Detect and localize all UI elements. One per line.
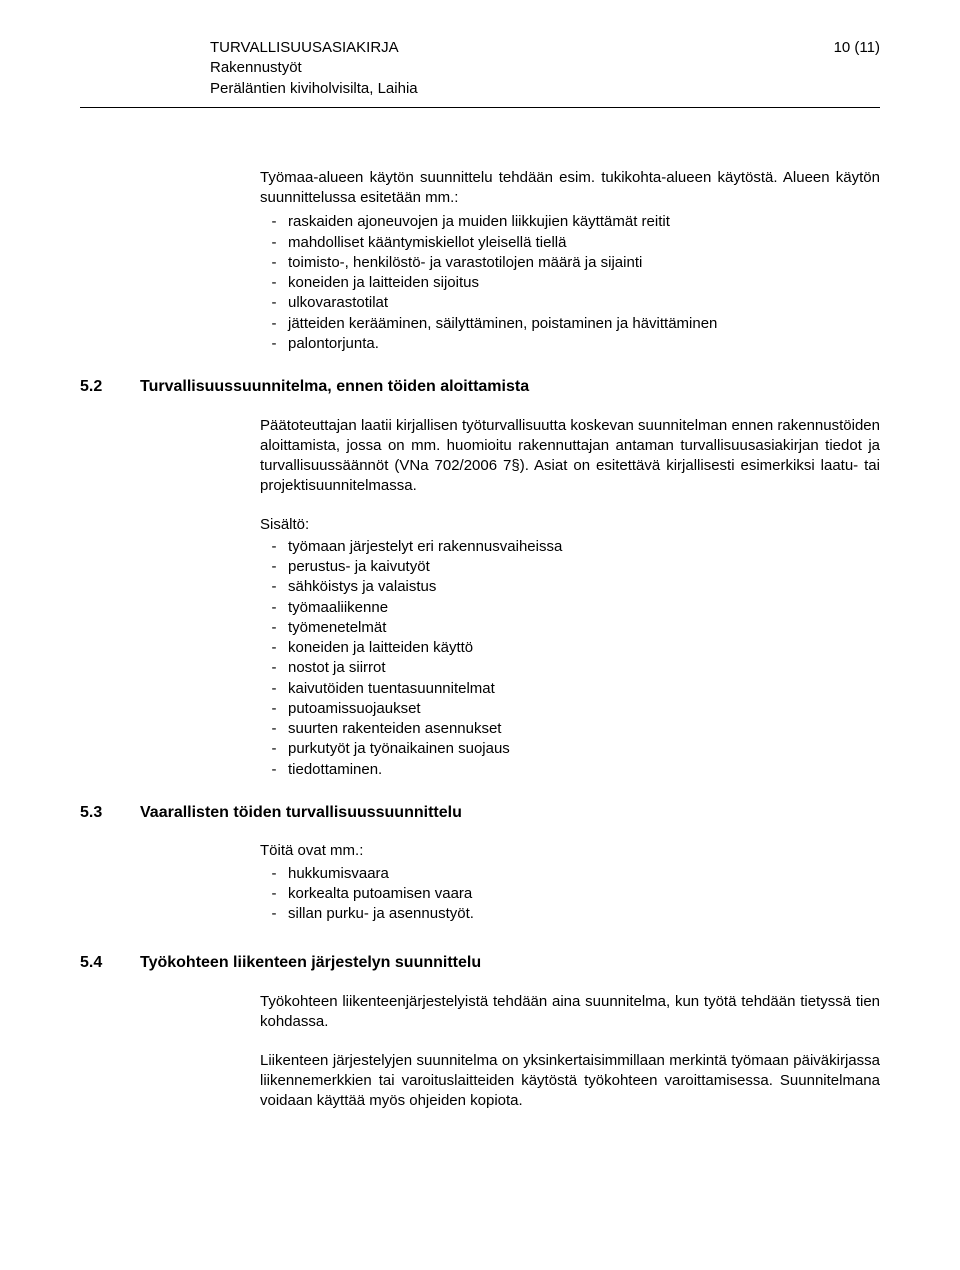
section-5-4-body: Työkohteen liikenteenjärjestelyistä tehd… <box>260 992 880 1111</box>
list-item-text: tiedottaminen. <box>288 760 880 780</box>
list-item: -työmaaliikenne <box>260 598 880 618</box>
section-5-3-heading: 5.3 Vaarallisten töiden turvallisuussuun… <box>80 802 880 824</box>
list-item-text: korkealta putoamisen vaara <box>288 884 880 904</box>
header-row: TURVALLISUUSASIAKIRJA 10 (11) <box>210 38 880 58</box>
bullet-dash: - <box>260 557 288 577</box>
list-item: -raskaiden ajoneuvojen ja muiden liikkuj… <box>260 212 880 232</box>
page-header: TURVALLISUUSASIAKIRJA 10 (11) Rakennusty… <box>210 38 880 99</box>
list-item: -purkutyöt ja työnaikainen suojaus <box>260 739 880 759</box>
list-item: -nostot ja siirrot <box>260 658 880 678</box>
doc-subtitle-1: Rakennustyöt <box>210 58 880 78</box>
list-item-text: suurten rakenteiden asennukset <box>288 719 880 739</box>
list-item-text: sähköistys ja valaistus <box>288 577 880 597</box>
bullet-dash: - <box>260 253 288 273</box>
bullet-dash: - <box>260 699 288 719</box>
bullet-dash: - <box>260 904 288 924</box>
list-item: -suurten rakenteiden asennukset <box>260 719 880 739</box>
list-item-text: palontorjunta. <box>288 334 880 354</box>
intro-paragraph: Työmaa-alueen käytön suunnittelu tehdään… <box>260 168 880 209</box>
document-page: TURVALLISUUSASIAKIRJA 10 (11) Rakennusty… <box>0 0 960 1183</box>
section-5-3-list-label: Töitä ovat mm.: <box>260 841 880 861</box>
header-divider <box>80 107 880 108</box>
section-title: Työkohteen liikenteen järjestelyn suunni… <box>140 952 481 974</box>
doc-subtitle-2: Peräläntien kiviholvisilta, Laihia <box>210 79 880 99</box>
section-title: Turvallisuussuunnitelma, ennen töiden al… <box>140 376 529 398</box>
doc-title: TURVALLISUUSASIAKIRJA <box>210 38 399 58</box>
page-number: 10 (11) <box>834 38 880 58</box>
bullet-dash: - <box>260 577 288 597</box>
list-item-text: työmaan järjestelyt eri rakennusvaiheiss… <box>288 537 880 557</box>
list-item-text: työmaaliikenne <box>288 598 880 618</box>
list-item-text: koneiden ja laitteiden käyttö <box>288 638 880 658</box>
bullet-dash: - <box>260 739 288 759</box>
bullet-dash: - <box>260 618 288 638</box>
section-5-2-list-label: Sisältö: <box>260 515 880 535</box>
section-5-2-list: -työmaan järjestelyt eri rakennusvaiheis… <box>260 537 880 780</box>
list-item: -mahdolliset kääntymiskiellot yleisellä … <box>260 233 880 253</box>
list-item-text: raskaiden ajoneuvojen ja muiden liikkuji… <box>288 212 880 232</box>
list-item: -putoamissuojaukset <box>260 699 880 719</box>
list-item-text: nostot ja siirrot <box>288 658 880 678</box>
bullet-dash: - <box>260 864 288 884</box>
bullet-dash: - <box>260 884 288 904</box>
list-item: -perustus- ja kaivutyöt <box>260 557 880 577</box>
bullet-dash: - <box>260 658 288 678</box>
list-item: -ulkovarastotilat <box>260 293 880 313</box>
bullet-dash: - <box>260 719 288 739</box>
section-5-4-paragraph-2: Liikenteen järjestelyjen suunnitelma on … <box>260 1051 880 1112</box>
section-number: 5.2 <box>80 376 140 398</box>
list-item: -työmenetelmät <box>260 618 880 638</box>
list-item: -tiedottaminen. <box>260 760 880 780</box>
bullet-dash: - <box>260 760 288 780</box>
bullet-dash: - <box>260 212 288 232</box>
list-item: -kaivutöiden tuentasuunnitelmat <box>260 679 880 699</box>
list-item-text: putoamissuojaukset <box>288 699 880 719</box>
list-item-text: jätteiden kerääminen, säilyttäminen, poi… <box>288 314 880 334</box>
list-item-text: ulkovarastotilat <box>288 293 880 313</box>
section-5-4-heading: 5.4 Työkohteen liikenteen järjestelyn su… <box>80 952 880 974</box>
intro-block: Työmaa-alueen käytön suunnittelu tehdään… <box>260 168 880 354</box>
list-item: -palontorjunta. <box>260 334 880 354</box>
list-item: -sähköistys ja valaistus <box>260 577 880 597</box>
section-5-3-list: -hukkumisvaara -korkealta putoamisen vaa… <box>260 864 880 925</box>
intro-list: -raskaiden ajoneuvojen ja muiden liikkuj… <box>260 212 880 354</box>
list-item-text: hukkumisvaara <box>288 864 880 884</box>
list-item: -hukkumisvaara <box>260 864 880 884</box>
bullet-dash: - <box>260 233 288 253</box>
section-5-2-paragraph: Päätoteuttajan laatii kirjallisen työtur… <box>260 416 880 497</box>
bullet-dash: - <box>260 314 288 334</box>
section-5-2-heading: 5.2 Turvallisuussuunnitelma, ennen töide… <box>80 376 880 398</box>
bullet-dash: - <box>260 334 288 354</box>
list-item: -toimisto-, henkilöstö- ja varastotiloje… <box>260 253 880 273</box>
list-item: -koneiden ja laitteiden sijoitus <box>260 273 880 293</box>
bullet-dash: - <box>260 598 288 618</box>
section-5-4-paragraph-1: Työkohteen liikenteenjärjestelyistä tehd… <box>260 992 880 1033</box>
list-item-text: purkutyöt ja työnaikainen suojaus <box>288 739 880 759</box>
list-item-text: mahdolliset kääntymiskiellot yleisellä t… <box>288 233 880 253</box>
list-item: -korkealta putoamisen vaara <box>260 884 880 904</box>
list-item-text: työmenetelmät <box>288 618 880 638</box>
list-item: -työmaan järjestelyt eri rakennusvaiheis… <box>260 537 880 557</box>
list-item: -jätteiden kerääminen, säilyttäminen, po… <box>260 314 880 334</box>
section-title: Vaarallisten töiden turvallisuussuunnitt… <box>140 802 462 824</box>
section-number: 5.4 <box>80 952 140 974</box>
section-5-2-body: Päätoteuttajan laatii kirjallisen työtur… <box>260 416 880 780</box>
bullet-dash: - <box>260 537 288 557</box>
section-5-3-body: Töitä ovat mm.: -hukkumisvaara -korkealt… <box>260 841 880 924</box>
section-number: 5.3 <box>80 802 140 824</box>
bullet-dash: - <box>260 679 288 699</box>
list-item-text: kaivutöiden tuentasuunnitelmat <box>288 679 880 699</box>
bullet-dash: - <box>260 638 288 658</box>
list-item: -koneiden ja laitteiden käyttö <box>260 638 880 658</box>
bullet-dash: - <box>260 293 288 313</box>
list-item-text: sillan purku- ja asennustyöt. <box>288 904 880 924</box>
list-item-text: perustus- ja kaivutyöt <box>288 557 880 577</box>
list-item-text: koneiden ja laitteiden sijoitus <box>288 273 880 293</box>
bullet-dash: - <box>260 273 288 293</box>
list-item-text: toimisto-, henkilöstö- ja varastotilojen… <box>288 253 880 273</box>
list-item: -sillan purku- ja asennustyöt. <box>260 904 880 924</box>
